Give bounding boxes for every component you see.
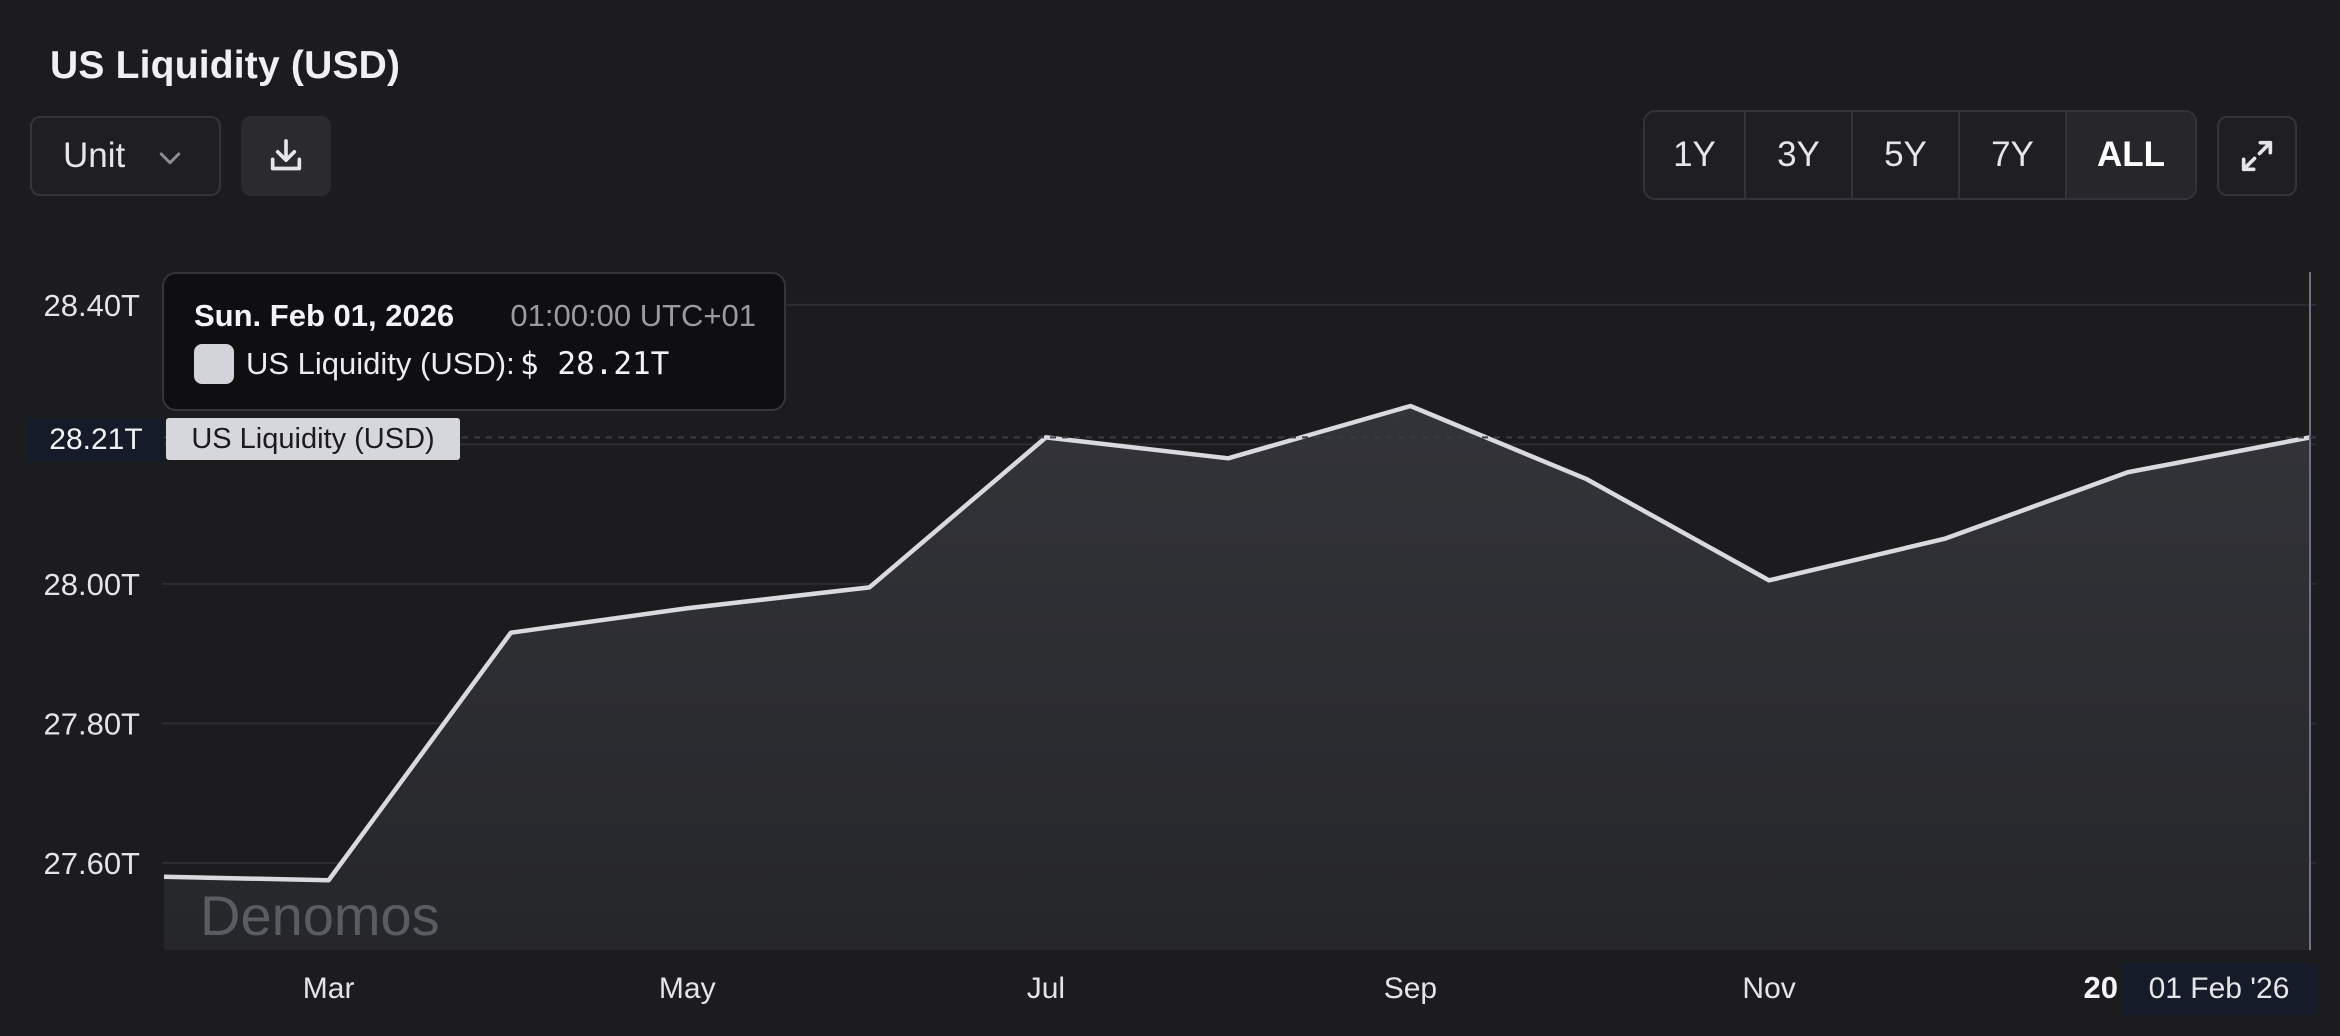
chevron-down-icon: [159, 152, 181, 165]
series-line: [163, 403, 2311, 883]
y-tick-label: 28.40T: [43, 288, 140, 323]
range-7y-button[interactable]: 7Y: [1960, 112, 2067, 198]
crosshair-date-label: 01 Feb '26: [2121, 963, 2317, 1015]
watermark: Denomos: [200, 884, 440, 947]
range-3y-button[interactable]: 3Y: [1746, 112, 1853, 198]
chart-tooltip: Sun. Feb 01, 2026 01:00:00 UTC+01 US Liq…: [162, 272, 786, 411]
tooltip-series-label: US Liquidity (USD):: [246, 346, 515, 381]
chart-title: US Liquidity (USD): [50, 44, 401, 87]
x-tick-label: Mar: [303, 972, 355, 1005]
series-area: [164, 406, 2310, 950]
x-tick-label: Nov: [1742, 972, 1795, 1005]
expand-icon: [2241, 140, 2273, 172]
time-range-group: 1Y 3Y 5Y 7Y ALL: [1643, 110, 2197, 200]
x-year-label: 20: [2084, 970, 2118, 1005]
x-tick-label: Jul: [1027, 972, 1065, 1005]
y-tick-label: 27.60T: [43, 846, 140, 881]
crosshair-price-label: 28.21T: [28, 418, 164, 462]
fullscreen-button[interactable]: [2217, 116, 2297, 196]
tooltip-date: Sun. Feb 01, 2026: [194, 298, 455, 333]
y-tick-label: 28.00T: [43, 567, 140, 602]
unit-select[interactable]: Unit: [30, 116, 221, 196]
range-5y-button[interactable]: 5Y: [1853, 112, 1960, 198]
unit-select-label: Unit: [63, 136, 126, 175]
x-tick-label: May: [659, 972, 716, 1005]
y-tick-label: 27.80T: [43, 706, 140, 741]
download-button[interactable]: [241, 116, 331, 196]
range-all-button[interactable]: ALL: [2067, 112, 2195, 198]
crosshair-series-tag: US Liquidity (USD): [166, 418, 460, 460]
tooltip-time: 01:00:00 UTC+01: [510, 298, 756, 333]
download-icon: [270, 139, 302, 171]
tooltip-value: $ 28.21T: [520, 346, 670, 382]
tooltip-series-swatch: [194, 344, 234, 384]
x-tick-label: Sep: [1384, 972, 1437, 1005]
range-1y-button[interactable]: 1Y: [1645, 112, 1746, 198]
